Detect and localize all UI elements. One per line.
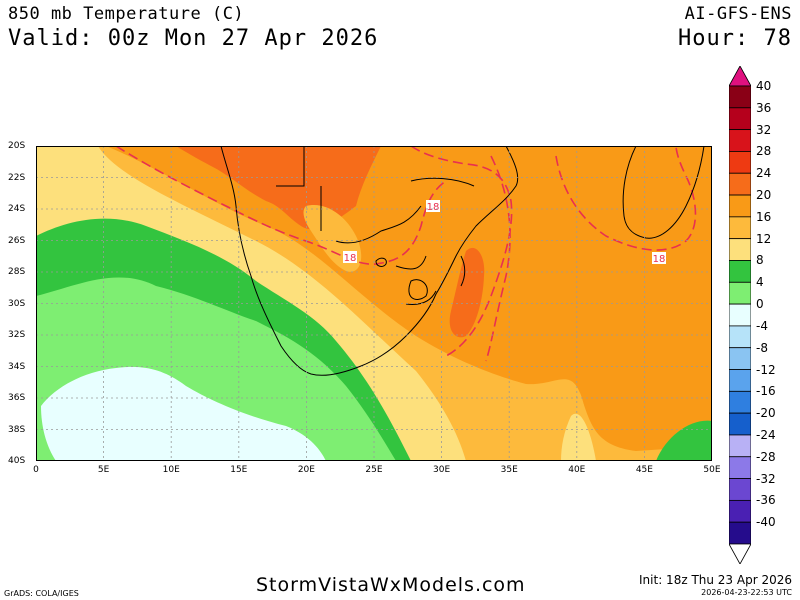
valid-time: Valid: 00z Mon 27 Apr 2026: [8, 26, 379, 51]
temp-band-4-8-se: [656, 420, 712, 461]
longitude-label: 20E: [297, 465, 315, 475]
longitude-label: 5E: [97, 465, 110, 475]
colorbar-swatch: [729, 434, 751, 458]
colorbar-label: 4: [756, 275, 764, 290]
map-frame: [36, 146, 712, 461]
longitude-label: 10E: [162, 465, 180, 475]
colorbar-swatch: [729, 499, 751, 523]
latitude-label: 32S: [8, 330, 26, 340]
longitude-label: 50E: [703, 465, 721, 475]
colorbar-label: 24: [756, 166, 772, 181]
longitude-label: 15E: [230, 465, 248, 475]
latitude-label: 36S: [8, 393, 26, 403]
latitude-label: 34S: [8, 361, 26, 372]
longitude-label: 25E: [365, 465, 383, 475]
colorbar-swatch: [729, 238, 751, 261]
colorbar-label: -28: [756, 449, 776, 464]
contour-label-2: 18: [343, 251, 357, 264]
colorbar-label: -24: [756, 427, 776, 442]
latitude-label: 40S: [8, 456, 26, 466]
generated-stamp: 2026-04-23-22:53 UTC: [701, 588, 792, 597]
contour-label-1: 18: [426, 200, 440, 213]
contour-label-text-3: 18: [653, 254, 666, 265]
colorbar-swatch: [729, 281, 751, 305]
colorbar-swatch: [729, 412, 751, 436]
colorbar-swatch: [729, 194, 751, 218]
colorbar-label: -32: [756, 471, 776, 486]
colorbar-swatch: [729, 325, 751, 349]
latitude-label: 28S: [8, 267, 26, 277]
latitude-label: 24S: [8, 204, 26, 214]
latitude-label: 38S: [8, 424, 26, 435]
colorbar-swatch: [729, 85, 751, 109]
colorbar-label: 16: [756, 209, 772, 224]
longitude-label: 35E: [500, 465, 518, 475]
colorbar-swatch: [729, 107, 751, 131]
colorbar-min-arrow: [729, 543, 751, 564]
colorbar-swatch: [729, 216, 751, 240]
colorbar-swatch: [729, 478, 751, 501]
longitude-label: 30E: [433, 465, 451, 475]
contour-18-lines: [115, 146, 697, 362]
colorbar-label: -8: [756, 340, 768, 355]
colorbar-swatch: [729, 390, 751, 414]
forecast-hour: Hour: 78: [678, 26, 792, 51]
coastlines: [220, 146, 705, 376]
temp-band-minus4-0: [41, 366, 326, 461]
temp-band-20-24-b: [449, 247, 485, 338]
contour-label-text-2: 18: [344, 253, 357, 264]
colorbar-swatch: [729, 347, 751, 370]
colorbar-label: -20: [756, 406, 776, 421]
latitude-label: 30S: [8, 298, 26, 309]
colorbar-label: -4: [756, 318, 768, 333]
colorbar-swatch: [729, 369, 751, 392]
colorbar-swatch: [729, 260, 751, 283]
colorbar: [729, 66, 751, 564]
colorbar-label: -36: [756, 493, 776, 508]
latitude-label: 20S: [8, 141, 26, 151]
colorbar-swatch: [729, 521, 751, 545]
model-name: AI-GFS-ENS: [684, 4, 792, 24]
colorbar-label: 8: [756, 253, 764, 268]
colorbar-label: 12: [756, 231, 772, 246]
longitude-label: 0: [33, 465, 39, 475]
latitude-label: 26S: [8, 235, 26, 246]
contour-label-3: 18: [652, 252, 666, 265]
longitude-label: 40E: [568, 465, 586, 475]
colorbar-swatch: [729, 303, 751, 327]
colorbar-label: 40: [756, 79, 772, 93]
colorbar-label: -16: [756, 384, 776, 399]
map-title: 850 mb Temperature (C): [8, 4, 245, 24]
colorbar-swatch: [729, 172, 751, 196]
init-time: Init: 18z Thu 23 Apr 2026: [639, 573, 792, 587]
contour-label-text-1: 18: [427, 202, 440, 213]
colorbar-label: -12: [756, 362, 776, 377]
colorbar-label: -40: [756, 515, 776, 530]
colorbar-label: 0: [756, 297, 764, 312]
temperature-map: 18 18 18: [36, 146, 712, 461]
colorbar-label: 36: [756, 100, 772, 115]
longitude-label: 45E: [635, 465, 653, 475]
colorbar-label: 32: [756, 122, 772, 137]
site-watermark: StormVistaWxModels.com: [256, 574, 526, 596]
colorbar-swatch: [729, 151, 751, 174]
colorbar-swatch: [729, 129, 751, 152]
colorbar-label: 20: [756, 188, 772, 203]
colorbar-swatch: [729, 456, 751, 479]
colorbar-max-arrow: [729, 66, 751, 87]
grads-credit: GrADS: COLA/IGES: [4, 589, 79, 598]
latitude-label: 22S: [8, 172, 26, 183]
colorbar-label: 28: [756, 144, 772, 159]
